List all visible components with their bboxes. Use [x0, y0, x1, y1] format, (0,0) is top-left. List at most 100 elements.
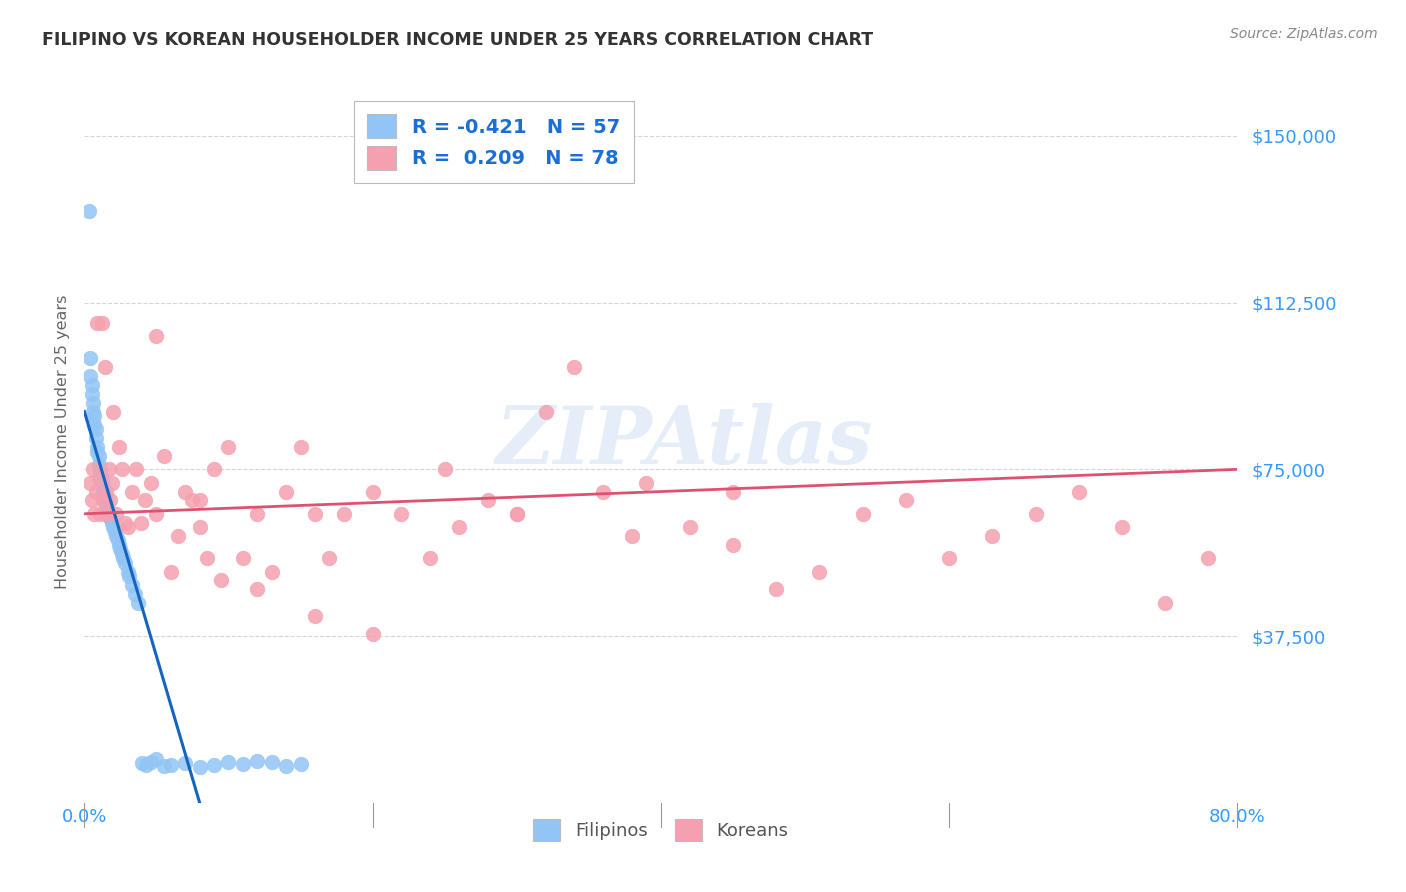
- Point: [82, 462, 104, 476]
- Point: [83, 409, 105, 423]
- Point: [449, 520, 471, 534]
- Point: [97, 507, 120, 521]
- Point: [94, 484, 117, 499]
- Point: [564, 360, 586, 375]
- Point: [679, 520, 702, 534]
- Point: [77, 204, 100, 219]
- Point: [636, 475, 658, 490]
- Y-axis label: Householder Income Under 25 years: Householder Income Under 25 years: [55, 294, 70, 589]
- Point: [129, 516, 152, 530]
- Point: [152, 759, 174, 773]
- Point: [124, 587, 146, 601]
- Point: [477, 493, 499, 508]
- Point: [160, 757, 183, 772]
- Point: [98, 493, 121, 508]
- Point: [260, 755, 283, 769]
- Text: ZIPAtlas: ZIPAtlas: [495, 403, 873, 480]
- Point: [981, 529, 1004, 543]
- Point: [111, 462, 134, 476]
- Point: [86, 444, 108, 458]
- Point: [97, 462, 120, 476]
- Point: [121, 578, 143, 592]
- Point: [103, 520, 124, 534]
- Point: [304, 507, 326, 521]
- Point: [80, 377, 103, 392]
- Point: [100, 516, 122, 530]
- Point: [246, 582, 269, 597]
- Point: [79, 368, 101, 383]
- Point: [89, 462, 111, 476]
- Point: [218, 440, 240, 454]
- Point: [82, 404, 104, 418]
- Point: [94, 493, 117, 508]
- Point: [232, 756, 254, 771]
- Point: [160, 565, 183, 579]
- Point: [105, 529, 128, 543]
- Point: [534, 404, 557, 418]
- Point: [87, 449, 110, 463]
- Point: [91, 493, 114, 508]
- Point: [304, 609, 326, 624]
- Point: [1154, 596, 1177, 610]
- Point: [80, 386, 103, 401]
- Text: FILIPINO VS KOREAN HOUSEHOLDER INCOME UNDER 25 YEARS CORRELATION CHART: FILIPINO VS KOREAN HOUSEHOLDER INCOME UN…: [42, 31, 873, 49]
- Point: [218, 756, 240, 770]
- Point: [90, 471, 112, 485]
- Point: [621, 529, 644, 543]
- Point: [94, 498, 117, 512]
- Point: [361, 627, 384, 641]
- Point: [114, 556, 136, 570]
- Point: [96, 502, 118, 516]
- Point: [107, 533, 129, 548]
- Point: [209, 574, 232, 588]
- Point: [145, 752, 167, 766]
- Point: [96, 507, 118, 521]
- Point: [139, 475, 162, 490]
- Point: [1111, 520, 1133, 534]
- Point: [318, 551, 340, 566]
- Point: [188, 520, 211, 534]
- Point: [117, 565, 139, 579]
- Point: [131, 756, 153, 770]
- Point: [135, 758, 157, 772]
- Point: [1067, 484, 1090, 499]
- Point: [506, 507, 529, 521]
- Point: [333, 507, 356, 521]
- Point: [852, 507, 875, 521]
- Point: [83, 507, 105, 521]
- Point: [84, 431, 107, 445]
- Point: [202, 462, 225, 476]
- Point: [100, 475, 122, 490]
- Point: [121, 484, 143, 499]
- Point: [125, 462, 148, 476]
- Point: [188, 760, 211, 774]
- Point: [1198, 551, 1220, 566]
- Point: [127, 596, 149, 610]
- Point: [117, 520, 139, 534]
- Point: [276, 759, 298, 773]
- Point: [90, 316, 112, 330]
- Point: [232, 551, 254, 566]
- Point: [90, 475, 112, 490]
- Point: [174, 756, 197, 770]
- Point: [118, 569, 141, 583]
- Point: [84, 422, 107, 436]
- Point: [91, 484, 114, 499]
- Point: [87, 458, 110, 472]
- Point: [103, 404, 124, 418]
- Point: [93, 489, 115, 503]
- Point: [91, 480, 114, 494]
- Point: [152, 449, 174, 463]
- Point: [87, 471, 110, 485]
- Point: [134, 493, 156, 508]
- Point: [721, 484, 744, 499]
- Point: [108, 538, 131, 552]
- Text: Source: ZipAtlas.com: Source: ZipAtlas.com: [1230, 27, 1378, 41]
- Point: [108, 440, 131, 454]
- Point: [202, 758, 225, 772]
- Point: [808, 565, 831, 579]
- Point: [195, 551, 218, 566]
- Point: [98, 511, 121, 525]
- Point: [361, 484, 384, 499]
- Point: [83, 417, 105, 432]
